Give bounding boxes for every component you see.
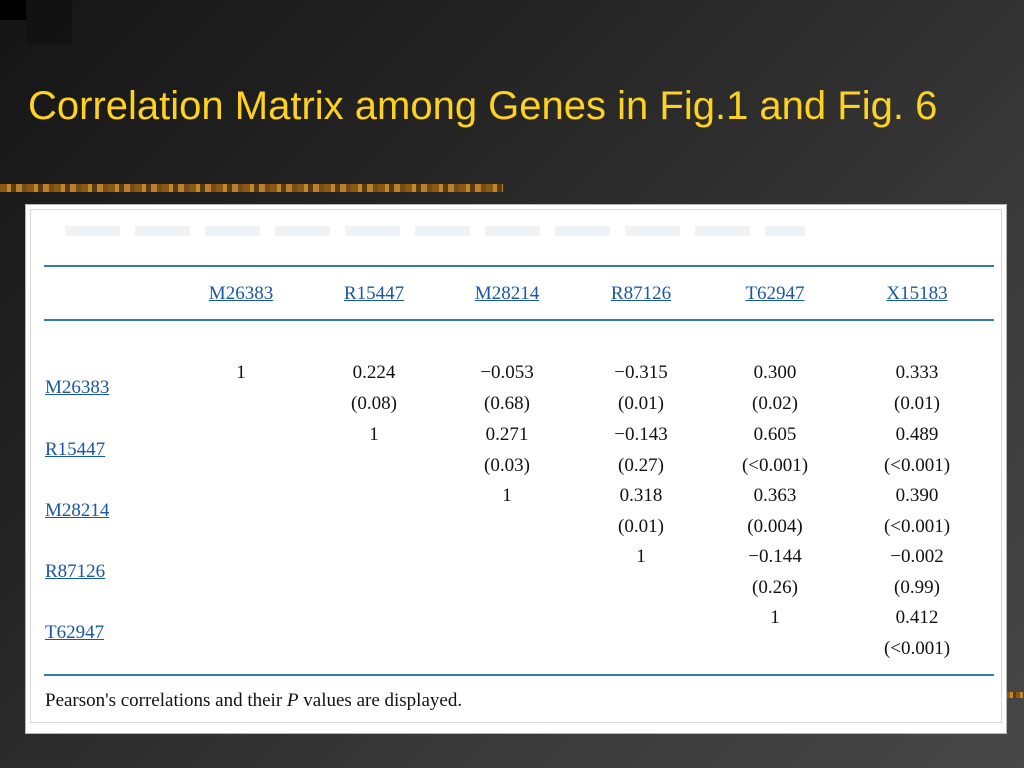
correlation-value: −0.002: [890, 546, 944, 567]
table-header-rule: [44, 319, 994, 321]
correlation-value: 0.333: [895, 362, 939, 383]
p-value: (<0.001): [883, 455, 951, 476]
footnote-text-after: values are displayed.: [298, 690, 463, 711]
right-edge-decoration: [1006, 692, 1024, 698]
p-value: (<0.001): [883, 638, 951, 659]
correlation-value: 0.605: [753, 424, 797, 445]
correlation-value: −0.053: [480, 362, 534, 383]
row-header-m26383[interactable]: M26383: [45, 377, 110, 398]
column-header-r15447[interactable]: R15447: [343, 283, 405, 304]
p-value: (0.08): [351, 393, 397, 414]
row-header-t62947[interactable]: T62947: [45, 622, 105, 643]
p-value: (0.03): [484, 455, 530, 476]
p-value: (<0.001): [741, 455, 809, 476]
correlation-value: 1: [502, 485, 512, 506]
table-top-rule: [44, 265, 994, 267]
correlation-value: 1: [369, 424, 379, 445]
p-value: (<0.001): [883, 516, 951, 537]
row-header-r15447[interactable]: R15447: [45, 439, 106, 460]
column-header-r87126[interactable]: R87126: [610, 283, 672, 304]
correlation-value: 1: [770, 607, 780, 628]
row-header-r87126[interactable]: R87126: [45, 561, 106, 582]
p-value: (0.004): [747, 516, 803, 537]
p-value: (0.02): [752, 393, 798, 414]
column-header-x15183[interactable]: X15183: [886, 283, 948, 304]
table-frame: M26383 R15447 M28214 R87126 T62947 X15183 M263…: [30, 209, 1002, 723]
correlation-value: 1: [236, 362, 246, 383]
corner-shade-decoration: [26, 0, 72, 44]
title-underline-decoration: [0, 184, 503, 192]
correlation-value: 0.300: [753, 362, 797, 383]
corner-decoration: [0, 0, 26, 20]
footnote-p-symbol: P: [286, 690, 299, 711]
correlation-value: −0.144: [748, 546, 802, 567]
correlation-value: 0.390: [895, 485, 939, 506]
table-image-panel: M26383 R15447 M28214 R87126 T62947 X15183 M263…: [25, 204, 1007, 734]
column-header-m28214[interactable]: M28214: [474, 283, 540, 304]
p-value: (0.68): [484, 393, 530, 414]
row-header-m28214[interactable]: M28214: [45, 500, 110, 521]
slide-title: Correlation Matrix among Genes in Fig.1 …: [28, 84, 938, 128]
correlation-value: 0.318: [619, 485, 663, 506]
column-header-t62947[interactable]: T62947: [745, 283, 805, 304]
correlation-value: 1: [636, 546, 646, 567]
correlation-value: 0.363: [753, 485, 797, 506]
table-footnote: Pearson's correlations and their P value…: [45, 690, 462, 712]
correlation-value: 0.412: [895, 607, 939, 628]
faded-caption-line: [65, 226, 805, 236]
column-header-m26383[interactable]: M26383: [208, 283, 274, 304]
p-value: (0.27): [618, 455, 664, 476]
correlation-value: 0.271: [485, 424, 529, 445]
p-value: (0.01): [618, 516, 664, 537]
correlation-value: 0.224: [352, 362, 396, 383]
correlation-value: −0.315: [614, 362, 668, 383]
p-value: (0.01): [894, 393, 940, 414]
p-value: (0.99): [894, 577, 940, 598]
footnote-text-before: Pearson's correlations and their: [45, 690, 287, 711]
table-bottom-rule: [44, 674, 994, 676]
p-value: (0.01): [618, 393, 664, 414]
correlation-value: 0.489: [895, 424, 939, 445]
correlation-value: −0.143: [614, 424, 668, 445]
p-value: (0.26): [752, 577, 798, 598]
